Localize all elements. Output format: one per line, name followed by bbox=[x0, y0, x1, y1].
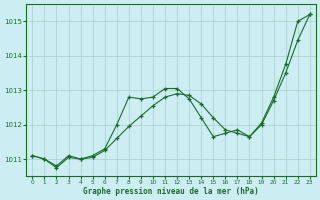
X-axis label: Graphe pression niveau de la mer (hPa): Graphe pression niveau de la mer (hPa) bbox=[83, 187, 259, 196]
